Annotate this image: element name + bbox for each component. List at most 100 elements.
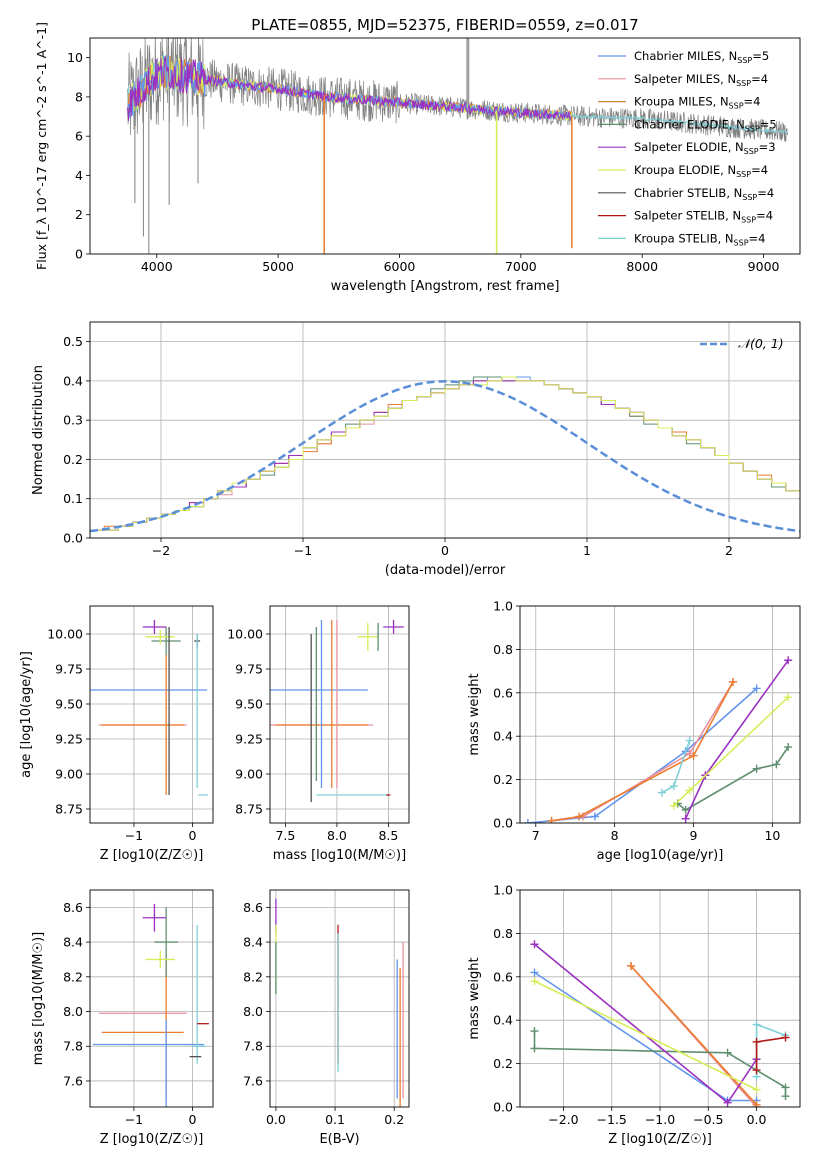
legend-label-main: Chabrier ELODIE, N: [634, 117, 745, 131]
y-tick-label: 9.50: [235, 697, 263, 712]
weight-point-marker: [575, 812, 584, 821]
x-tick-label: 9: [690, 828, 698, 843]
y-tick-label: 2: [75, 207, 83, 222]
y-tick-label: 9.00: [235, 767, 263, 782]
legend-label-tail: =4: [751, 163, 768, 177]
y-tick-label: 0.4: [63, 373, 83, 388]
x-tick-label: −1: [125, 1112, 143, 1127]
y-tick-label: 7.8: [63, 1039, 83, 1054]
weight-point-marker: [547, 816, 556, 823]
mass-vs-ebv-panel: 0.0 0.1 0.2 7.6 7.8 8.0 8.2 8.4 8.6 E(B-V): [243, 889, 410, 1147]
legend-label-sub: SSP: [729, 102, 744, 111]
legend-label-tail: =4: [756, 209, 773, 223]
x-tick-label: 2: [725, 543, 733, 558]
y-tick-label: 1.0: [493, 599, 513, 614]
x-tick-label: 7.5: [275, 828, 295, 843]
y-tick-label: 9.25: [235, 732, 263, 747]
x-tick-label: −1: [125, 828, 143, 843]
x-tick-label: −1: [294, 543, 312, 558]
x-tick-label: 9000: [748, 259, 780, 274]
hist-series: [90, 376, 800, 531]
y-tick-label: 0.4: [493, 729, 513, 744]
weight-point-marker: [530, 968, 539, 977]
errorbar-plot-area: [270, 620, 404, 802]
y-tick-label: 0.0: [493, 1100, 513, 1115]
x-tick-label: 0: [189, 1112, 197, 1127]
spectrum-panel: 4000 5000 6000 7000 8000 9000 0 2 4 6 8 10 wavelengt…: [34, 22, 801, 294]
weight-plot-area: [530, 940, 790, 1107]
legend-label: Salpeter STELIB, NSSP=4: [634, 209, 773, 225]
legend-label-tail: =4: [751, 72, 768, 86]
mass-vs-Z-panel: −1 0 7.6 7.8 8.0 8.2 8.4 8.6 Z [log10(Z/Z☉)] mass…: [31, 889, 214, 1147]
y-tick-label: 1.0: [493, 883, 513, 898]
weight-series-line: [527, 687, 758, 823]
weight-point-marker: [781, 1092, 790, 1101]
weight-point-marker: [752, 1037, 761, 1046]
legend-label: Chabrier STELIB, NSSP=4: [634, 186, 774, 202]
x-tick-label: 0.1: [325, 1112, 345, 1127]
legend-label-sub: SSP: [734, 238, 749, 247]
legend-label-tail: =4: [749, 231, 766, 245]
y-tick-label: 0.0: [63, 531, 83, 546]
weight-point-marker: [530, 1027, 539, 1036]
x-tick-label: 0: [441, 543, 449, 558]
weight-point-marker: [689, 751, 698, 760]
x-tick-label: −1.0: [645, 1112, 675, 1127]
legend-label-sub: SSP: [744, 147, 759, 156]
legend-label-main: Chabrier STELIB, N: [634, 186, 742, 200]
legend-label: Kroupa STELIB, NSSP=4: [634, 231, 765, 247]
x-tick-label: −2: [152, 543, 170, 558]
y-tick-label: 0.6: [493, 685, 513, 700]
x-axis-label: Z [log10(Z/Z☉)]: [608, 1132, 712, 1147]
x-tick-label: −0.5: [693, 1112, 723, 1127]
axes-frame: [89, 605, 214, 824]
y-tick-label: 7.6: [243, 1073, 263, 1088]
x-tick-label: 6000: [384, 259, 416, 274]
legend-label-main: Kroupa STELIB, N: [634, 231, 734, 245]
y-tick-label: 8.75: [235, 802, 263, 817]
x-tick-label: 8: [611, 828, 619, 843]
weight-point-marker: [752, 764, 761, 773]
hist-series: [90, 380, 800, 531]
y-tick-label: 9.25: [55, 732, 83, 747]
axes-frame: [269, 889, 410, 1108]
y-tick-label: 8.2: [243, 969, 263, 984]
legend-label: Chabrier ELODIE, NSSP=5: [634, 117, 777, 133]
weight-point-marker: [723, 1048, 732, 1057]
legend-label-sub: SSP: [741, 216, 756, 225]
weight-point-marker: [530, 940, 539, 949]
weight-point-marker: [685, 736, 694, 745]
axes-frame: [89, 889, 214, 1108]
model-spectrum-line: [127, 56, 573, 122]
x-tick-label: 0.2: [384, 1112, 404, 1127]
weight-point-marker: [752, 1020, 761, 1029]
legend-label-sub: SSP: [736, 79, 751, 88]
x-axis-label: Z [log10(Z/Z☉)]: [100, 848, 204, 863]
legend-label-tail: =4: [757, 186, 774, 200]
weight-point-marker: [784, 656, 793, 665]
y-tick-label: 8.2: [63, 969, 83, 984]
y-tick-label: 10.00: [227, 627, 263, 642]
weight-point-marker: [781, 1083, 790, 1092]
y-tick-label: 6: [75, 129, 83, 144]
x-tick-label: −1.5: [597, 1112, 627, 1127]
weight-point-marker: [784, 693, 793, 702]
y-tick-label: 8.0: [243, 1004, 263, 1019]
legend-label-main: Kroupa ELODIE, N: [634, 163, 736, 177]
y-axis-label: Normed distribution: [31, 365, 46, 495]
weight-point-marker: [669, 801, 678, 810]
hist-series: [90, 380, 800, 531]
legend-label: Salpeter ELODIE, NSSP=3: [634, 140, 776, 156]
y-tick-label: 0.2: [63, 452, 83, 467]
legend-label-main: Salpeter ELODIE, N: [634, 140, 744, 154]
x-tick-label: 0: [189, 828, 197, 843]
x-tick-label: 10: [764, 828, 780, 843]
x-tick-label: 8.0: [327, 828, 347, 843]
y-axis-label: mass weight: [467, 673, 482, 755]
errorbar-plot-area: [90, 620, 208, 796]
x-tick-label: 4000: [141, 259, 173, 274]
x-axis-label: wavelength [Angstrom, rest frame]: [331, 279, 560, 294]
y-axis-label: mass weight: [467, 957, 482, 1039]
